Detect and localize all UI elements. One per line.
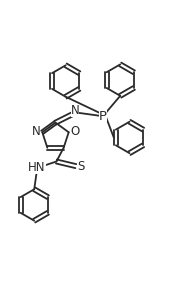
- Text: N: N: [70, 104, 79, 117]
- Text: O: O: [70, 125, 79, 138]
- Text: S: S: [77, 160, 84, 173]
- Text: HN: HN: [28, 160, 46, 174]
- Text: N: N: [31, 125, 40, 138]
- Text: P: P: [99, 110, 107, 123]
